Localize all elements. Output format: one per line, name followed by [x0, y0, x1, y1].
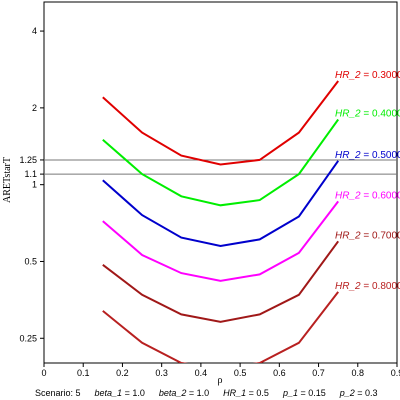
y-tick-label: 2: [32, 103, 37, 113]
series-line-0.5000: [102, 160, 340, 248]
series-lines: [102, 80, 340, 363]
y-tick-label: 0.5: [24, 256, 37, 266]
y-tick-label: 0.25: [19, 333, 37, 343]
x-tick-label: 0.8: [352, 368, 365, 378]
series-line-0.3000: [102, 80, 339, 166]
series-line-0.4000: [102, 118, 340, 207]
series-line-0.8000: [102, 291, 339, 363]
y-axis-title: ARETstarT: [2, 157, 13, 203]
series-label-0.7000: HR_2 = 0.7000: [335, 230, 400, 241]
x-tick-label: 0.2: [116, 368, 129, 378]
x-tick-label: 0.6: [273, 368, 286, 378]
x-tick-label: 0: [41, 368, 46, 378]
series-label-0.4000: HR_2 = 0.4000: [335, 109, 400, 120]
x-axis-ticks: 0 0.1 0.2 0.3 0.4 0.5 0.6 0.7 0.8 0.9: [41, 363, 400, 378]
y-tick-label: 4: [32, 26, 37, 36]
y-tick-label: 1.25: [19, 155, 37, 165]
reference-lines: [44, 159, 397, 175]
series-label-0.5000: HR_2 = 0.5000: [335, 150, 400, 161]
y-tick-label: 1.1: [24, 169, 37, 179]
series-layer: HR_2 = 0.3000 HR_2 = 0.4000 HR_2 = 0.5000 H…: [102, 70, 400, 363]
footer-parameters: Scenario: 5 beta_1 = 1.0 beta_2 = 1.0 HR_1 …: [35, 388, 378, 398]
series-label-0.8000: HR_2 = 0.8000: [335, 281, 400, 292]
x-tick-label: 0.5: [234, 368, 247, 378]
x-axis-title: ρ: [218, 375, 223, 386]
plot-frame: [43, 1, 398, 364]
x-tick-label: 0.1: [77, 368, 90, 378]
series-label-0.6000: HR_2 = 0.6000: [335, 190, 400, 201]
x-tick-label: 0.3: [155, 368, 168, 378]
x-tick-label: 0.7: [312, 368, 325, 378]
series-line-0.7000: [102, 240, 340, 323]
x-tick-label: 0.9: [391, 368, 400, 378]
y-tick-label: 1: [32, 180, 37, 190]
y-axis-ticks: 0.25 0.5 11.1 1.25 2 4: [19, 26, 44, 343]
series-label-0.3000: HR_2 = 0.3000: [335, 70, 400, 81]
series-line-0.6000: [102, 200, 339, 282]
x-tick-label: 0.4: [195, 368, 208, 378]
